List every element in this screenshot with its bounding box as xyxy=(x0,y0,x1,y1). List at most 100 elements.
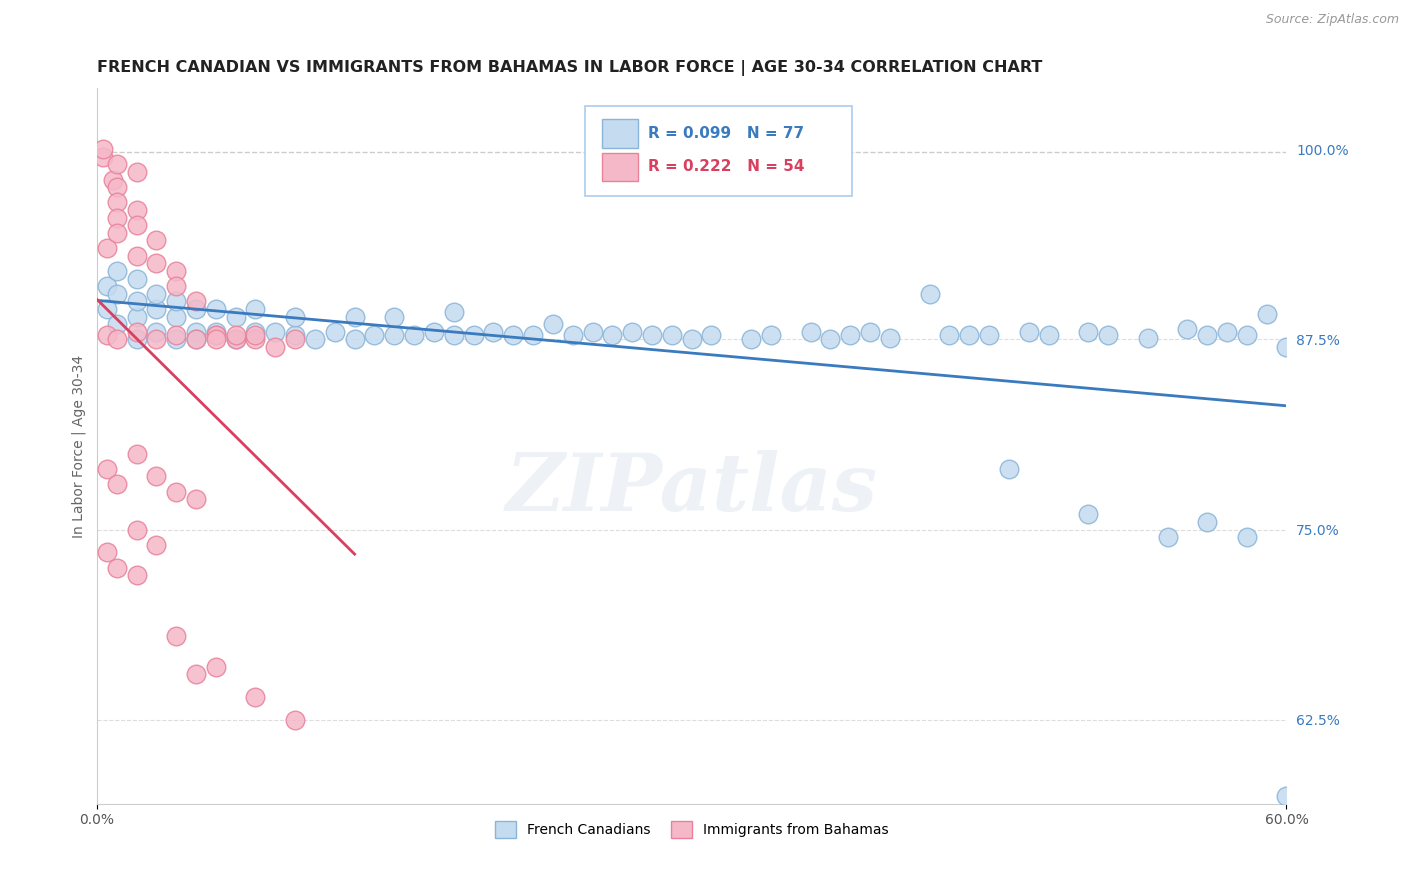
Point xyxy=(245,690,267,704)
Text: Source: ZipAtlas.com: Source: ZipAtlas.com xyxy=(1265,13,1399,27)
Point xyxy=(1136,331,1159,345)
Point xyxy=(165,279,187,293)
Point xyxy=(96,241,118,255)
Point xyxy=(443,327,465,342)
Legend: French Canadians, Immigrants from Bahamas: French Canadians, Immigrants from Bahama… xyxy=(489,815,894,843)
Point xyxy=(184,332,207,346)
Point xyxy=(105,477,128,491)
Text: R = 0.222   N = 54: R = 0.222 N = 54 xyxy=(648,160,804,175)
Point xyxy=(125,249,148,263)
Point xyxy=(1197,515,1219,529)
Point xyxy=(602,327,624,342)
Point xyxy=(1236,530,1258,544)
Point xyxy=(641,327,664,342)
Point xyxy=(204,301,226,316)
Point xyxy=(700,327,723,342)
Point xyxy=(204,659,226,673)
Y-axis label: In Labor Force | Age 30-34: In Labor Force | Age 30-34 xyxy=(72,354,86,538)
Point xyxy=(184,325,207,339)
Point xyxy=(125,310,148,324)
Point xyxy=(879,331,901,345)
Point xyxy=(105,195,128,210)
Point xyxy=(165,264,187,278)
Point xyxy=(225,332,247,346)
Point xyxy=(125,294,148,309)
Point xyxy=(105,180,128,194)
Point xyxy=(125,446,148,460)
Point xyxy=(1077,325,1099,339)
Point xyxy=(105,560,128,574)
Point xyxy=(184,667,207,681)
Point xyxy=(541,317,564,331)
Point xyxy=(145,332,167,346)
Point xyxy=(522,327,544,342)
Point xyxy=(859,325,882,339)
Point xyxy=(264,340,287,354)
Point xyxy=(165,327,187,342)
Point xyxy=(1275,340,1298,354)
Point xyxy=(443,305,465,319)
Point xyxy=(1216,325,1239,339)
Point xyxy=(998,462,1021,476)
Point xyxy=(96,327,118,342)
Text: FRENCH CANADIAN VS IMMIGRANTS FROM BAHAMAS IN LABOR FORCE | AGE 30-34 CORRELATIO: FRENCH CANADIAN VS IMMIGRANTS FROM BAHAM… xyxy=(97,60,1042,76)
FancyBboxPatch shape xyxy=(602,119,638,148)
FancyBboxPatch shape xyxy=(602,153,638,181)
Point xyxy=(125,568,148,582)
Point xyxy=(382,310,405,324)
Point xyxy=(502,327,524,342)
Point xyxy=(284,713,307,727)
Point xyxy=(125,523,148,537)
Point xyxy=(145,469,167,483)
Point xyxy=(184,301,207,316)
Point xyxy=(245,327,267,342)
Point xyxy=(145,301,167,316)
Text: ZIPatlas: ZIPatlas xyxy=(506,450,877,527)
Point xyxy=(165,332,187,346)
Point xyxy=(1275,789,1298,803)
Point xyxy=(105,286,128,301)
Point xyxy=(145,286,167,301)
Point xyxy=(225,327,247,342)
Point xyxy=(145,538,167,552)
Point xyxy=(621,325,644,339)
Point xyxy=(1236,327,1258,342)
Point xyxy=(1097,327,1119,342)
Point xyxy=(759,327,782,342)
Point xyxy=(1197,327,1219,342)
Point xyxy=(1175,322,1198,336)
Point xyxy=(96,462,118,476)
Point xyxy=(839,327,862,342)
Point xyxy=(245,301,267,316)
Point xyxy=(125,271,148,285)
Point xyxy=(1038,327,1060,342)
Point xyxy=(661,327,683,342)
Point xyxy=(105,264,128,278)
Point xyxy=(343,332,366,346)
Point xyxy=(681,332,703,346)
Point xyxy=(561,327,583,342)
Point xyxy=(304,332,326,346)
Point xyxy=(184,294,207,309)
Point xyxy=(204,327,226,342)
Point xyxy=(245,332,267,346)
Point xyxy=(363,327,385,342)
Point xyxy=(1018,325,1040,339)
Point xyxy=(323,325,346,339)
Point xyxy=(165,629,187,643)
Point xyxy=(105,226,128,240)
Point xyxy=(105,157,128,171)
Point xyxy=(800,325,823,339)
Point xyxy=(165,294,187,309)
Point xyxy=(125,219,148,233)
Point xyxy=(105,317,128,331)
Point xyxy=(938,327,960,342)
Point xyxy=(404,327,426,342)
Point xyxy=(284,327,307,342)
Point xyxy=(957,327,980,342)
Point xyxy=(105,211,128,225)
Point xyxy=(225,332,247,346)
Point xyxy=(125,202,148,217)
Point xyxy=(165,484,187,499)
Point xyxy=(225,310,247,324)
